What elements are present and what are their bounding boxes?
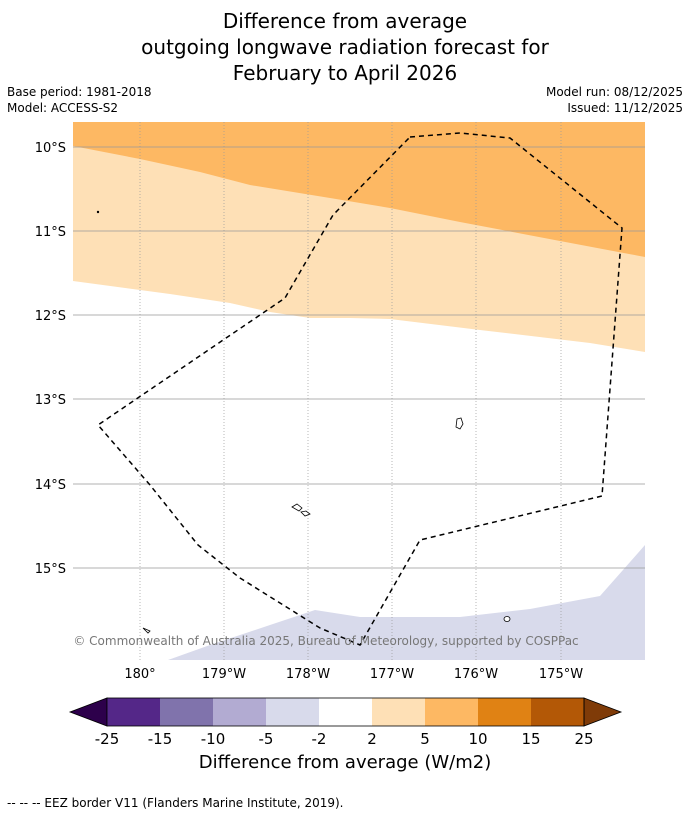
colorbar-swatch [372,698,425,726]
eez-border [96,132,623,646]
colorbar-extension-low [68,697,108,727]
colorbar-extension-high [583,697,623,727]
meta-right: Model run: 08/12/2025 Issued: 11/12/2025 [546,84,683,116]
meta-left: Base period: 1981-2018 Model: ACCESS-S2 [7,84,152,116]
colorbar-swatch [160,698,213,726]
lon-label-180: 180° [124,667,155,682]
base-period: Base period: 1981-2018 [7,85,152,99]
lon-labels: 180° 179°W 178°W 177°W 176°W 175°W [124,667,583,682]
copyright-text: © Commonwealth of Australia 2025, Bureau… [73,634,578,648]
lon-label-177w: 177°W [370,667,414,682]
colorbar-tick-label: 2 [367,730,377,748]
island-wallis [455,417,464,430]
title-line-1: Difference from average [222,9,468,33]
lat-label-14s: 14°S [35,478,66,493]
island-dot [96,210,100,214]
anomaly-region-5-to-10 [73,122,645,257]
eez-legend-note: -- -- -- EEZ border V11 (Flanders Marine… [7,796,344,810]
colorbar-tick-label: 25 [574,730,593,748]
island-alofi [300,510,311,517]
lat-label-11s: 11°S [35,225,66,240]
colorbar-tick-label: 5 [420,730,430,748]
colorbar-tick-label: -2 [312,730,327,748]
island-small-west [142,627,151,634]
colorbar: -25 -15 -10 -5 -2 2 5 10 15 25 [68,697,623,748]
title-line-3: February to April 2026 [232,61,458,85]
colorbar-title: Difference from average (W/m2) [198,752,492,773]
lat-label-15s: 15°S [35,562,66,577]
colorbar-tick-label: -15 [148,730,173,748]
colorbar-tick-label: -25 [95,730,120,748]
lat-labels: 10°S 11°S 12°S 13°S 14°S 15°S [35,141,66,577]
model-name: Model: ACCESS-S2 [7,101,119,115]
island-small [503,616,511,622]
colorbar-tick-label: 15 [521,730,540,748]
colorbar-swatch [107,698,160,726]
island-futuna [291,503,303,512]
colorbar-tick-label: -5 [259,730,274,748]
chart-title: Difference from average outgoing longwav… [0,8,690,86]
colorbar-swatch [531,698,584,726]
anomaly-region-minus2-to-minus5 [168,545,645,660]
colorbar-tick-label: -10 [201,730,226,748]
islands [96,210,511,634]
colorbar-swatch [266,698,319,726]
colorbar-swatch [319,698,372,726]
lat-label-10s: 10°S [35,141,66,156]
issued-date: Issued: 11/12/2025 [567,101,683,115]
model-run: Model run: 08/12/2025 [545,85,683,99]
colorbar-outline [106,697,585,727]
map-area: © Commonwealth of Australia 2025, Bureau… [73,122,645,660]
title-line-2: outgoing longwave radiation forecast for [141,35,549,59]
lon-label-178w: 178°W [286,667,330,682]
lon-label-179w: 179°W [202,667,246,682]
colorbar-tick-label: 10 [468,730,487,748]
colorbar-swatch [478,698,531,726]
graticule [73,122,645,660]
lon-label-176w: 176°W [454,667,498,682]
lon-label-175w: 175°W [539,667,583,682]
colorbar-swatch [425,698,478,726]
colorbar-swatch [213,698,266,726]
lat-label-13s: 13°S [35,393,66,408]
lat-label-12s: 12°S [35,309,66,324]
